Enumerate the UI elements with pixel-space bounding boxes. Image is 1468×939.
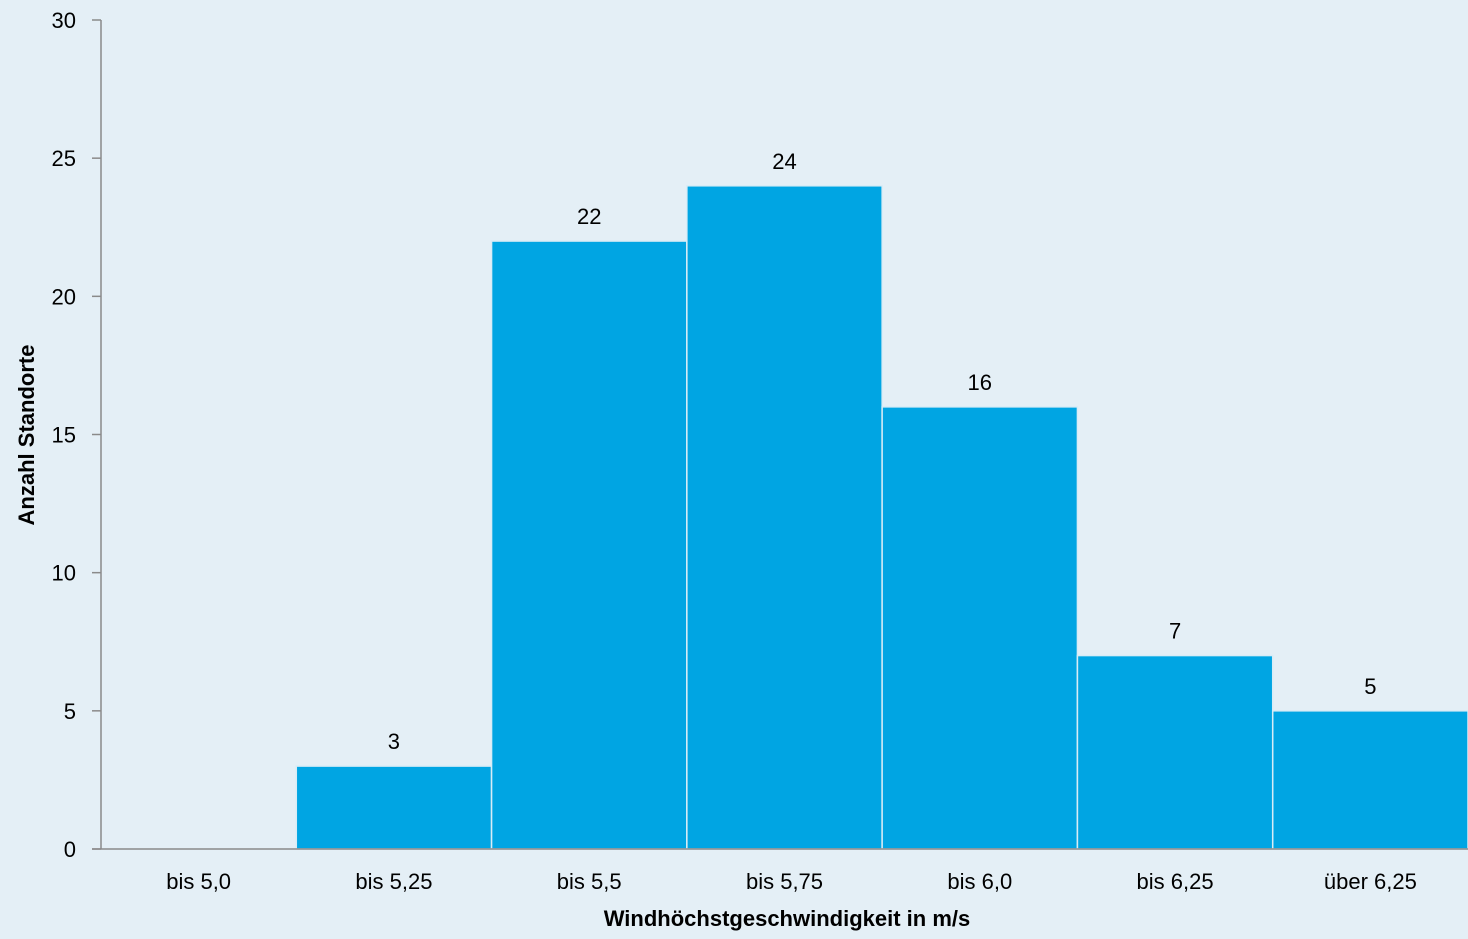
bar-6 [1076,654,1274,850]
x-tick-label-1: bis 5,0 [166,869,231,894]
y-tick-label-20: 20 [52,284,76,309]
x-tick-label-2: bis 5,25 [355,869,432,894]
x-tick-label-4: bis 5,75 [746,869,823,894]
bars-group [295,185,1468,850]
y-axis-title: Anzahl Standorte [14,345,39,526]
y-tick-label-10: 10 [52,561,76,586]
bar-4 [686,185,883,850]
data-label-5: 16 [968,370,992,395]
data-label-4: 24 [772,149,796,174]
labels-group: bis 5,0 3 bis 5,25 22 bis 5,5 24 bis 5,75 16 bis… [52,8,1417,894]
y-tick-label-30: 30 [52,8,76,33]
x-tick-label-5: bis 6,0 [947,869,1012,894]
x-tick-label-3: bis 5,5 [557,869,622,894]
data-label-2: 3 [388,729,400,754]
x-axis-title: Windhöchstgeschwindigkeit in m/s [604,906,971,931]
bar-5 [881,406,1079,850]
y-tick-label-15: 15 [52,423,76,448]
data-label-3: 22 [577,204,601,229]
y-tick-label-0: 0 [64,837,76,862]
bar-2 [295,765,493,850]
bar-7 [1271,710,1468,850]
y-tick-label-5: 5 [64,699,76,724]
bar-3 [490,240,688,850]
data-label-6: 7 [1169,619,1181,644]
axes-group [92,19,1468,850]
x-tick-label-7: über 6,25 [1324,869,1417,894]
y-tick-label-25: 25 [52,146,76,171]
x-tick-label-6: bis 6,25 [1137,869,1214,894]
data-label-7: 5 [1364,674,1376,699]
